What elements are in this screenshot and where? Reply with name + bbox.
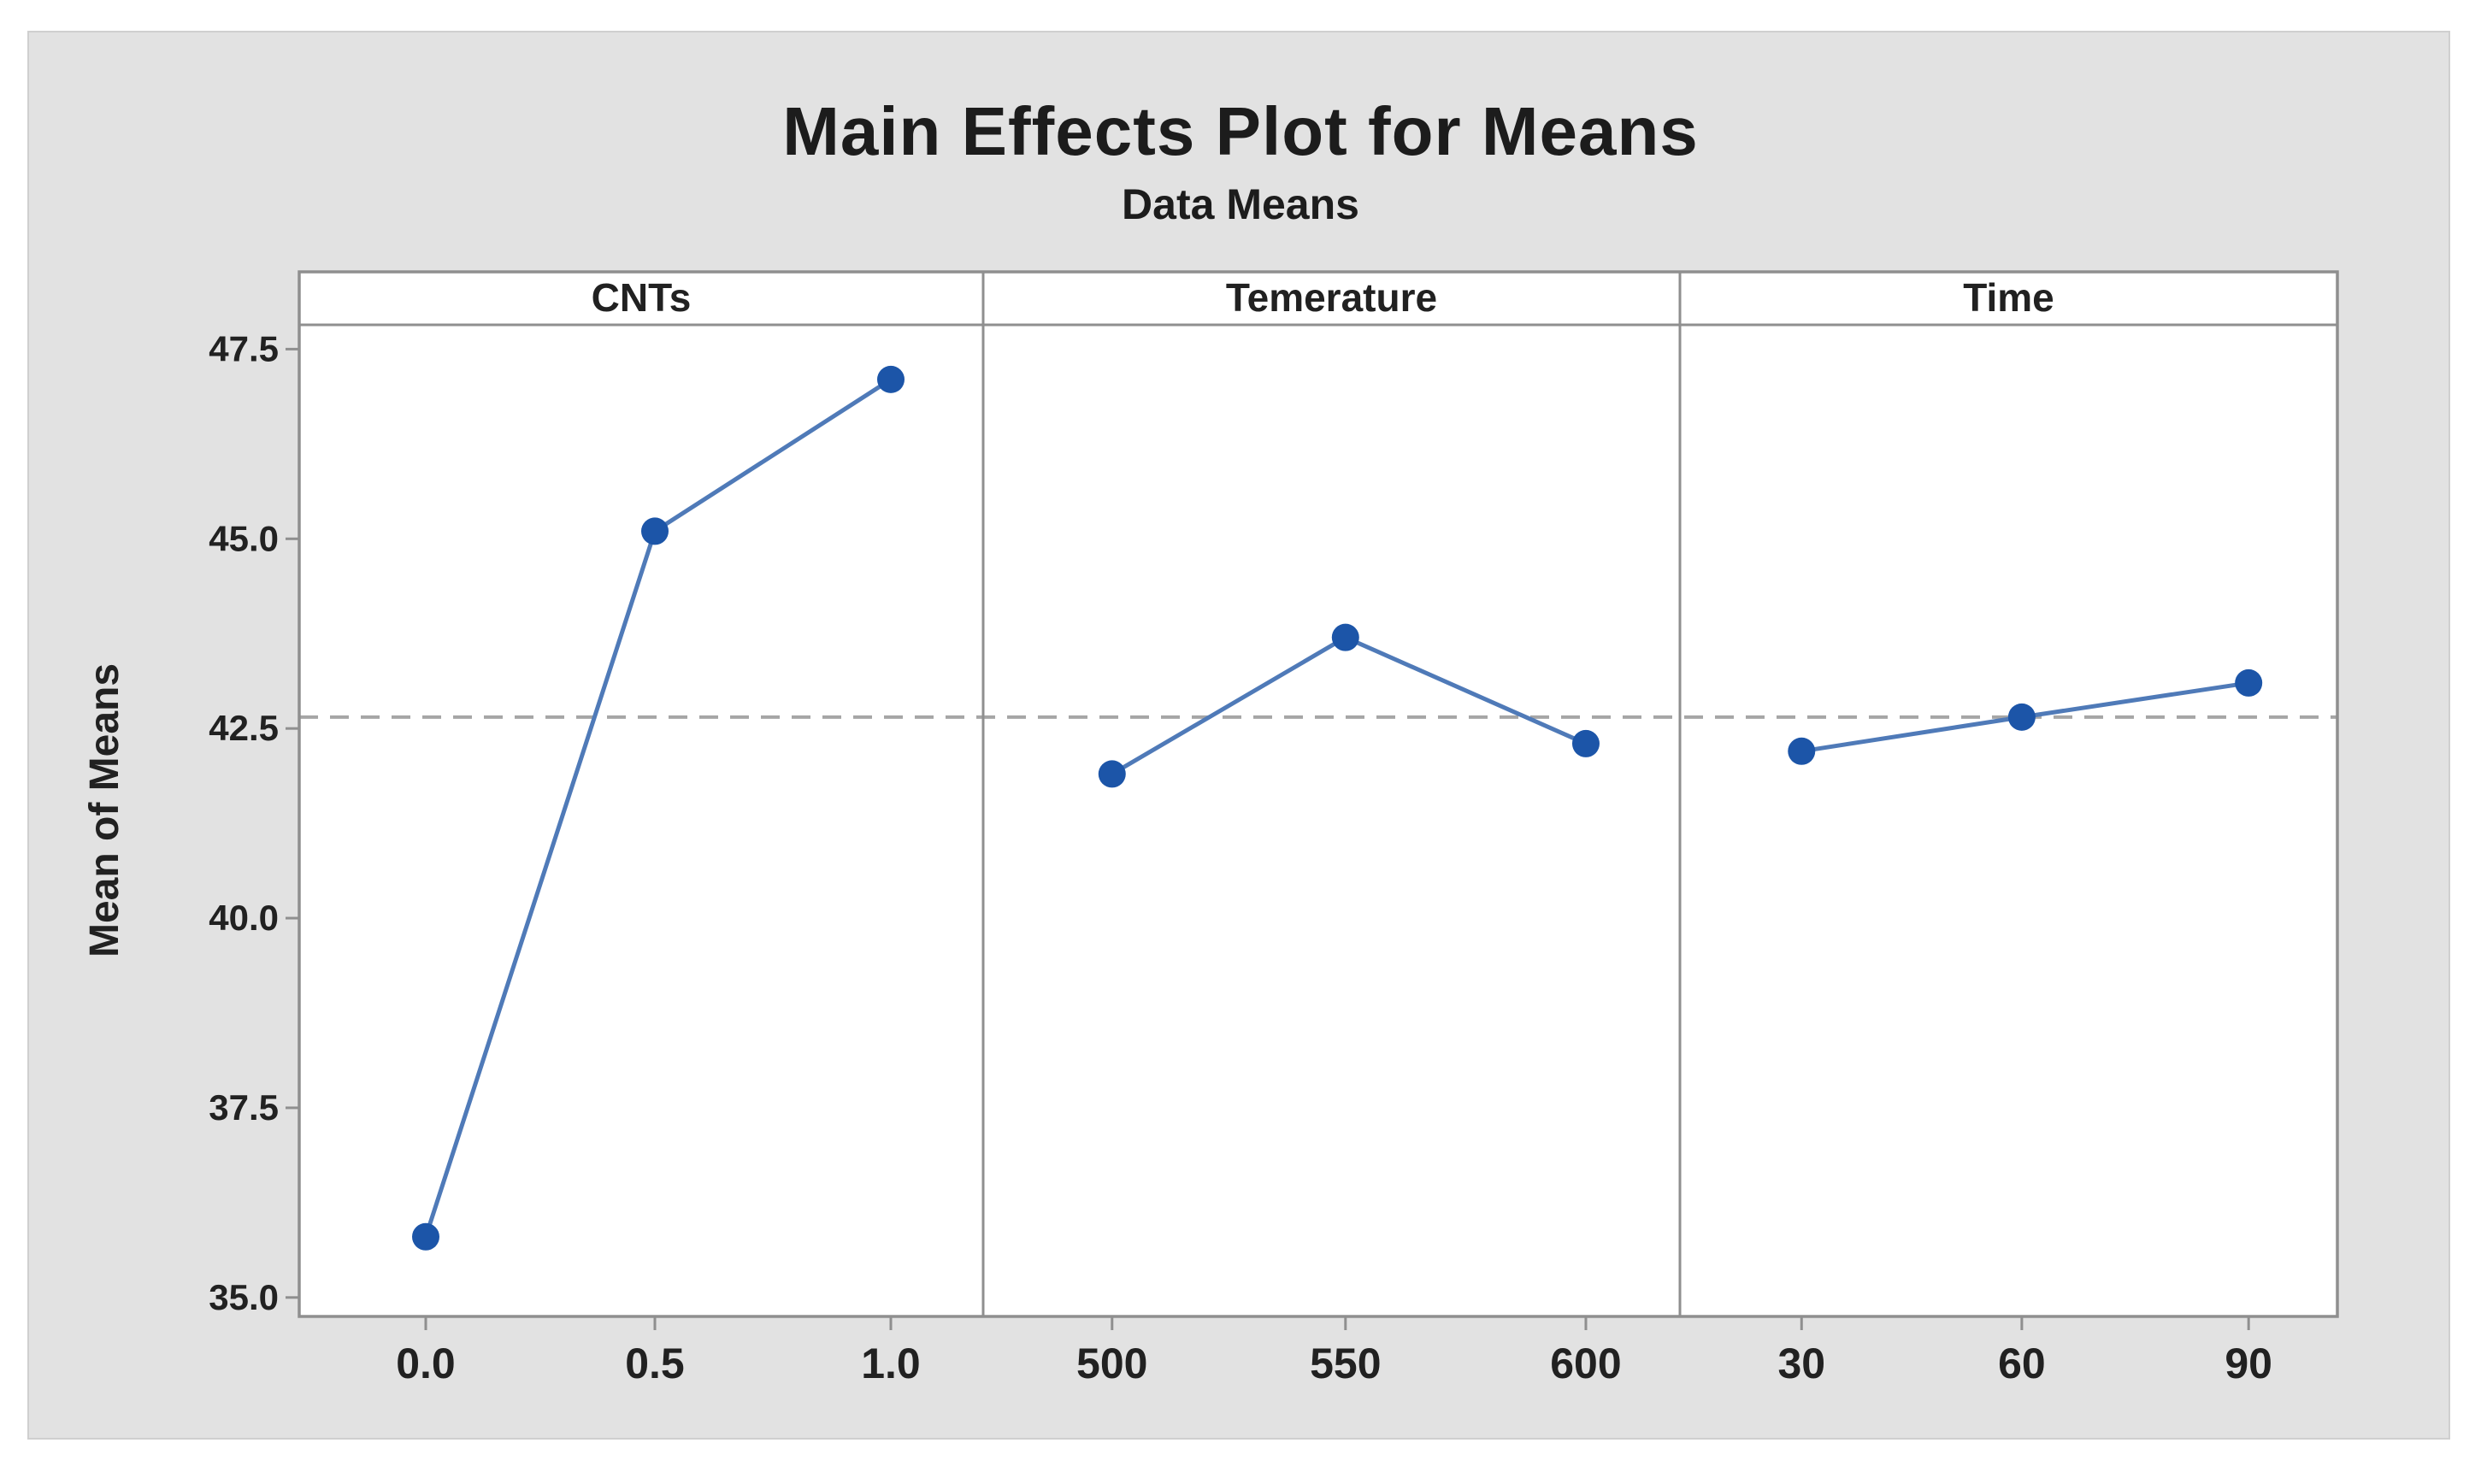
y-tick-label: 35.0 xyxy=(209,1277,279,1317)
panel-header-label: Time xyxy=(1963,275,2054,320)
y-axis-title: Mean of Means xyxy=(82,663,127,957)
data-point xyxy=(1788,737,1816,765)
data-point xyxy=(1571,729,1600,757)
panel-header-label: Temerature xyxy=(1226,275,1437,320)
plot-border xyxy=(298,270,2339,1318)
y-tick-label: 45.0 xyxy=(209,518,279,558)
plot-background xyxy=(299,272,2337,1316)
x-tick-label: 600 xyxy=(1550,1340,1621,1387)
data-point xyxy=(412,1222,439,1251)
data-point xyxy=(1098,760,1126,788)
chart-title: Main Effects Plot for Means xyxy=(782,93,1699,169)
y-tick-label: 42.5 xyxy=(209,708,279,748)
chart-subtitle: Data Means xyxy=(1122,180,1359,228)
x-tick-label: 90 xyxy=(2225,1340,2272,1387)
chart-title-block: Main Effects Plot for Means Data Means xyxy=(27,96,2454,229)
x-tick-label: 0.0 xyxy=(396,1340,456,1387)
data-point xyxy=(2235,668,2263,697)
x-tick-label: 500 xyxy=(1076,1340,1147,1387)
x-tick-label: 550 xyxy=(1310,1340,1381,1387)
y-tick-label: 47.5 xyxy=(209,328,279,368)
data-point xyxy=(877,365,905,393)
chart-content: 0.0 0.5 1.0 CNTs 500 550 600 Temerature 30 60 90 Ti… xyxy=(209,270,2339,1387)
data-point xyxy=(641,517,669,545)
x-tick-label: 0.5 xyxy=(625,1340,685,1387)
data-point xyxy=(1331,623,1359,651)
panel-header-label: CNTs xyxy=(592,275,692,320)
x-tick-label: 60 xyxy=(1998,1340,2046,1387)
x-tick-label: 30 xyxy=(1777,1340,1825,1387)
y-tick-label: 40.0 xyxy=(209,898,279,938)
y-tick-label: 37.5 xyxy=(209,1087,279,1128)
data-point xyxy=(2007,703,2036,731)
x-tick-label: 1.0 xyxy=(861,1340,921,1387)
